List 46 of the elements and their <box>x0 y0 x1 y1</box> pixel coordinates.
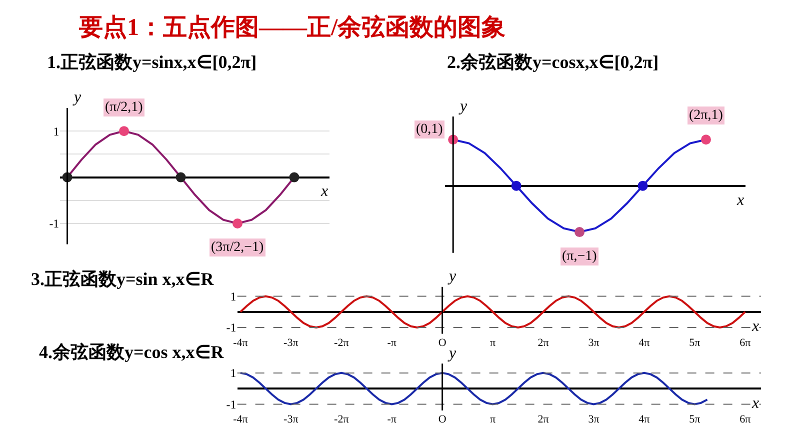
x-tick-label: -2π <box>334 336 350 349</box>
text: (π,−1) <box>562 249 598 264</box>
x-tick-label: 6π <box>740 336 752 349</box>
y-tick-label: -1 <box>49 216 60 231</box>
y-tick-label: 1 <box>230 289 236 304</box>
x-axis-title: x <box>320 183 328 200</box>
x-tick-label: 3π <box>588 413 600 426</box>
y-axis-title: y <box>447 345 457 362</box>
chart-title: 要点1：五点作图——正/余弦函数的图象 <box>78 14 506 41</box>
x-tick-label: 4π <box>638 336 650 349</box>
x-axis-title: x <box>736 192 744 209</box>
x-tick-label: -3π <box>284 413 299 426</box>
chart-title: 4.余弦函数y=cos x,x∈R <box>39 342 225 362</box>
x-axis-title: x <box>751 318 760 335</box>
chart-subtitle: 1.正弦函数y=sinx,x∈[0,2π] <box>47 52 257 72</box>
y-tick-label: 1 <box>53 124 60 138</box>
chart-title: 3.正弦函数y=sin x,x∈R <box>31 269 215 289</box>
x-tick-label: π <box>490 413 496 426</box>
y-tick-label: -1 <box>226 397 236 412</box>
y-axis-title: y <box>458 98 468 115</box>
y-tick-label: 1 <box>230 366 236 380</box>
x-tick-label: -2π <box>334 413 350 426</box>
x-tick-label: -3π <box>284 336 299 349</box>
x-tick-label: 2π <box>538 413 550 426</box>
text: (2π,1) <box>689 108 724 123</box>
x-tick-label: π <box>490 336 496 349</box>
y-axis-title: y <box>72 89 82 106</box>
x-tick-label: -π <box>387 336 397 349</box>
x-tick-label: 2π <box>538 336 550 349</box>
text: (0,1) <box>416 122 444 137</box>
annotation: (3π/2,−1) <box>211 240 264 255</box>
y-tick-label: -1 <box>226 320 236 335</box>
x-tick-label: O <box>438 336 446 349</box>
x-tick-label: 4π <box>638 413 650 426</box>
x-axis-title: x <box>751 395 760 412</box>
chart-title: 2.余弦函数y=cosx,x∈[0,2π] <box>447 52 659 72</box>
x-tick-label: 3π <box>588 336 600 349</box>
x-tick-label: O <box>438 413 446 426</box>
y-axis-title: y <box>447 268 457 285</box>
x-tick-label: 6π <box>740 413 752 426</box>
annotation: (π/2,1) <box>105 100 144 115</box>
x-tick-label: -4π <box>233 413 248 426</box>
x-tick-label: 5π <box>689 413 701 426</box>
x-tick-label: -π <box>387 413 397 426</box>
x-tick-label: -4π <box>233 336 248 349</box>
x-tick-label: 5π <box>689 336 701 349</box>
